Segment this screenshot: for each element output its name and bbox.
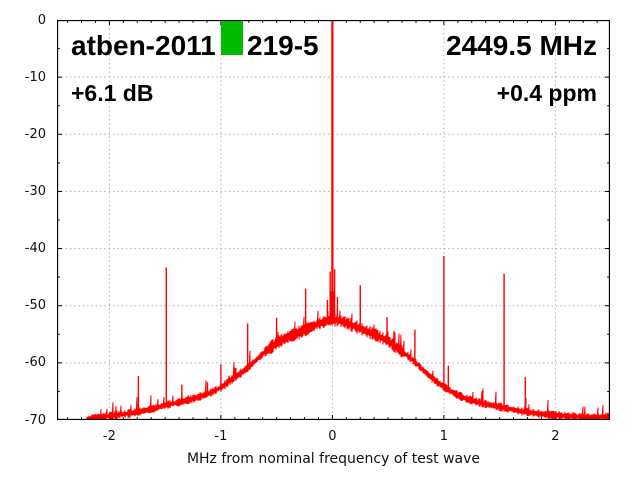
x-tick-label: -1 — [214, 429, 228, 444]
title-frequency: 2449.5 MHz — [446, 30, 597, 61]
y-tick-label: -10 — [24, 69, 46, 85]
plot-canvas — [57, 20, 610, 420]
x-tick-label: 2 — [551, 429, 560, 444]
annotation-level-db: +6.1 dB — [71, 80, 154, 106]
y-tick-label: -20 — [24, 126, 46, 142]
x-axis-label: MHz from nominal frequency of test wave — [186, 451, 481, 467]
x-tick-label: -2 — [102, 429, 116, 444]
y-tick-label: -40 — [24, 241, 46, 257]
y-tick-label: -60 — [24, 355, 46, 371]
green-marker-block — [221, 21, 243, 55]
x-tick-label: 0 — [328, 429, 337, 444]
title-device-id-suffix: 219-5 — [247, 30, 319, 61]
y-tick-label: -50 — [24, 298, 46, 314]
y-tick-label: 0 — [37, 12, 46, 28]
x-tick-label: 1 — [439, 429, 449, 444]
y-tick-label: -70 — [24, 412, 46, 428]
title-device-id-prefix: atben-2011 — [71, 30, 216, 61]
y-tick-label: -30 — [24, 183, 46, 199]
annotation-offset-ppm: +0.4 ppm — [496, 80, 597, 106]
